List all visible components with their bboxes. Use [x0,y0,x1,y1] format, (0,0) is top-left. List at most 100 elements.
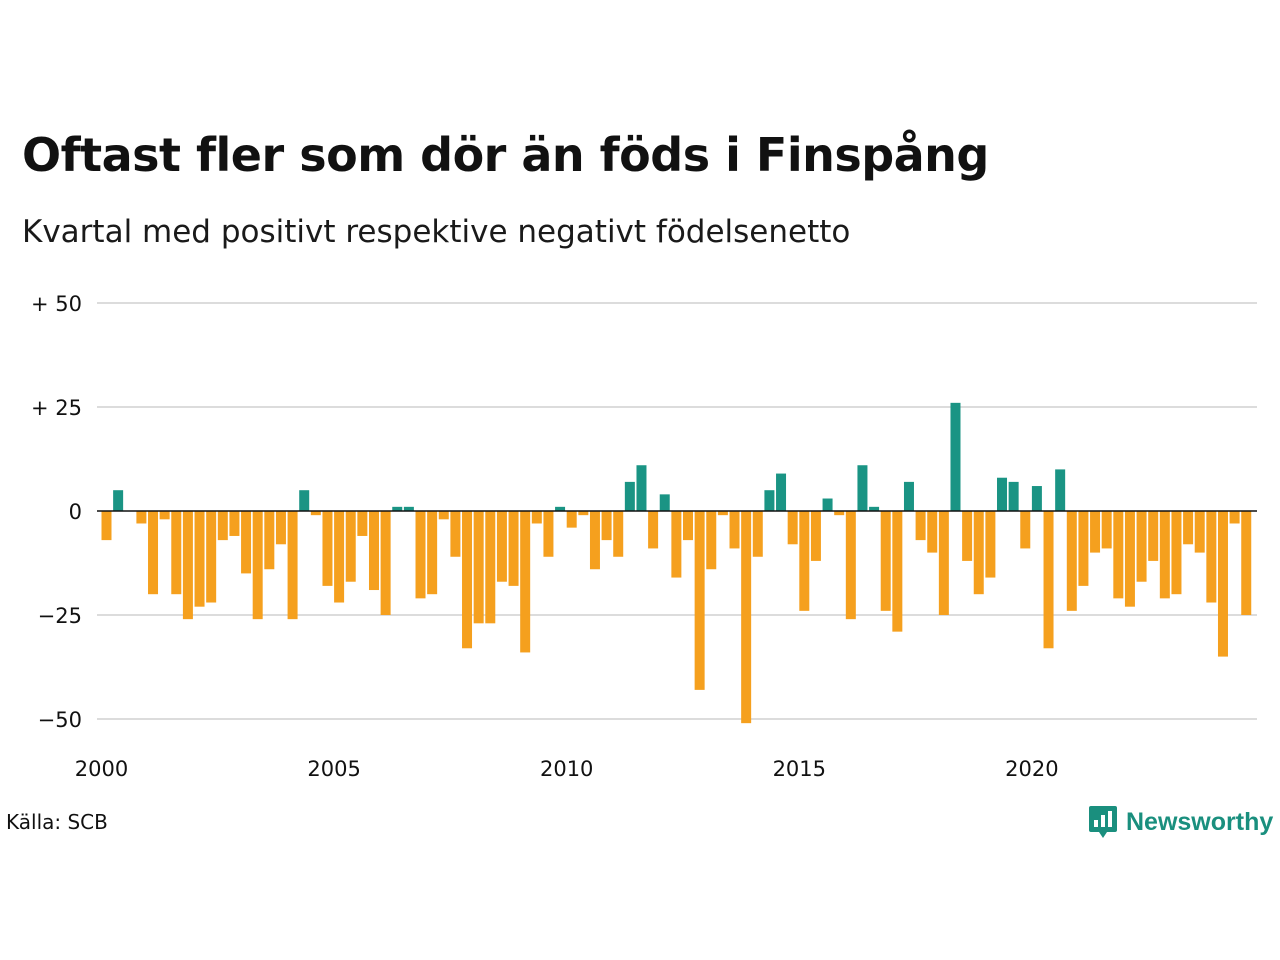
bar-negative [1078,511,1089,586]
bar-negative [1217,511,1228,657]
bar-negative [566,511,577,528]
bar-negative [496,511,507,582]
bar-negative [1101,511,1112,549]
x-axis-labels: 2000 2005 2010 2015 2020 [75,757,1059,781]
bar-negative [717,511,728,516]
bar-negative [136,511,147,524]
bar-negative [194,511,205,607]
y-tick-label: + 25 [31,396,82,420]
bar-negative [1159,511,1170,599]
brand-name: Newsworthy [1126,807,1274,836]
bar-positive [857,465,868,511]
bar-positive [555,506,566,511]
bar-positive [903,481,914,511]
bar-negative [799,511,810,611]
newsworthy-logo: Newsworthy [1088,804,1273,840]
y-tick-label: −50 [38,708,82,732]
bar-negative [1113,511,1124,599]
bar-negative [264,511,275,570]
bar-negative [915,511,926,541]
bar-positive [403,506,414,511]
y-tick-label: −25 [38,604,82,628]
bar-negative [543,511,554,557]
y-tick-label: 0 [69,500,82,524]
bar-negative [287,511,298,620]
bar-negative [834,511,845,516]
bar-negative [683,511,693,541]
bar-negative [520,511,531,653]
bar-negative [892,511,903,632]
bar-negative [159,511,170,520]
y-tick-label: + 50 [31,292,82,316]
bar-negative [962,511,973,561]
bar-positive [776,473,787,511]
bar-negative [1020,511,1031,549]
bar-negative [601,511,612,541]
bar-negative [357,511,368,536]
bar-positive [1008,481,1019,511]
bar-negative [508,511,519,586]
bar-negative [427,511,438,595]
bar-negative [1206,511,1217,603]
bar-negative [368,511,379,591]
bar-negative [380,511,391,615]
bar-negative [206,511,217,603]
bar-positive [113,490,124,511]
chart-subtitle: Kvartal med positivt respektive negativt… [22,214,851,250]
bar-negative [1090,511,1101,553]
chart-title: Oftast fler som dör än föds i Finspång [22,128,989,182]
bar-negative [229,511,240,536]
newsworthy-logo-icon [1089,806,1117,838]
bar-positive [1055,469,1066,511]
bar-positive [822,498,833,511]
bars [101,402,1252,724]
bar-negative [1183,511,1194,545]
bar-negative [531,511,542,524]
bar-negative [973,511,984,595]
bar-negative [473,511,484,624]
bar-negative [438,511,449,520]
bar-negative [462,511,473,649]
bar-negative [485,511,496,624]
x-tick-label: 2015 [773,757,826,781]
bar-negative [182,511,193,620]
grid-lines [97,302,1257,720]
bar-negative [1241,511,1252,615]
bar-positive [1031,486,1042,511]
bar-negative [810,511,821,561]
bar-negative [1194,511,1205,553]
bar-negative [648,511,659,549]
bar-positive [997,477,1008,511]
bar-positive [624,481,635,511]
bar-negative [148,511,159,595]
bar-negative [334,511,345,603]
bar-negative [450,511,461,557]
bar-negative [415,511,426,599]
bar-negative [310,511,321,516]
bar-negative [1171,511,1182,595]
bar-positive [950,402,961,511]
bar-negative [706,511,717,570]
x-tick-label: 2005 [307,757,360,781]
bar-negative [880,511,891,611]
bar-negative [241,511,252,574]
bar-negative [345,511,356,582]
bar-negative [217,511,228,541]
bar-negative [101,511,112,541]
bar-negative [1148,511,1159,561]
x-tick-label: 2000 [75,757,128,781]
bar-negative [1136,511,1147,582]
source-note: Källa: SCB [6,810,108,834]
bar-negative [1043,511,1054,649]
bar-positive [659,494,670,511]
bar-positive [392,506,403,511]
bar-negative [729,511,740,549]
bar-negative [1066,511,1077,611]
bar-negative [694,511,705,690]
bar-negative [1124,511,1135,607]
bar-positive [869,506,880,511]
bar-negative [927,511,938,553]
bar-positive [299,490,310,511]
bar-negative [985,511,996,578]
bar-negative [671,511,682,578]
